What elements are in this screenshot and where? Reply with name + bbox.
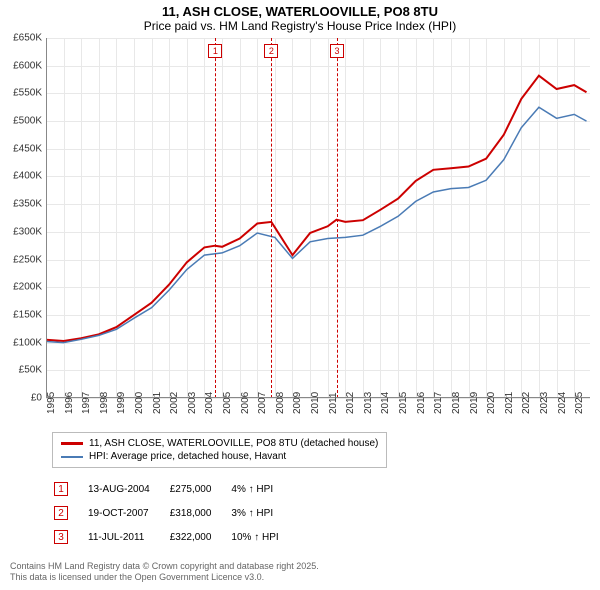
footer-license: This data is licensed under the Open Gov…: [10, 572, 319, 584]
event-marker: 3: [330, 44, 344, 58]
event-row-marker: 3: [54, 530, 68, 544]
x-tick-label: 2003: [187, 392, 198, 414]
x-tick-label: 2016: [416, 392, 427, 414]
x-tick-label: 2025: [574, 392, 585, 414]
event-line: [215, 38, 216, 398]
event-price: £322,000: [170, 526, 230, 548]
legend-label: HPI: Average price, detached house, Hava…: [89, 451, 286, 462]
y-tick-label: £200K: [13, 282, 42, 293]
chart-container: 11, ASH CLOSE, WATERLOOVILLE, PO8 8TU Pr…: [0, 0, 600, 590]
y-tick-label: £550K: [13, 88, 42, 99]
x-tick-label: 2023: [539, 392, 550, 414]
x-tick-label: 2002: [169, 392, 180, 414]
x-tick-label: 2017: [433, 392, 444, 414]
y-tick-label: £500K: [13, 116, 42, 127]
event-date: 11-JUL-2011: [88, 526, 168, 548]
x-tick-label: 1997: [81, 392, 92, 414]
x-tick-label: 2022: [521, 392, 532, 414]
x-tick-label: 1998: [99, 392, 110, 414]
x-tick-label: 2024: [557, 392, 568, 414]
x-tick-label: 2001: [152, 392, 163, 414]
y-tick-label: £250K: [13, 254, 42, 265]
legend: 11, ASH CLOSE, WATERLOOVILLE, PO8 8TU (d…: [52, 432, 387, 468]
y-tick-label: £50K: [19, 365, 42, 376]
y-axis-line: [46, 38, 47, 398]
event-price: £318,000: [170, 502, 230, 524]
event-row-marker: 1: [54, 482, 68, 496]
event-line: [271, 38, 272, 398]
footer-copyright: Contains HM Land Registry data © Crown c…: [10, 561, 319, 573]
x-tick-label: 2018: [451, 392, 462, 414]
chart-plot-area: 1 2 3: [46, 38, 590, 398]
x-tick-label: 1999: [116, 392, 127, 414]
x-tick-label: 2020: [486, 392, 497, 414]
x-tick-label: 2008: [275, 392, 286, 414]
x-tick-label: 2021: [504, 392, 515, 414]
event-change: 4% ↑ HPI: [231, 478, 296, 500]
title-block: 11, ASH CLOSE, WATERLOOVILLE, PO8 8TU Pr…: [0, 0, 600, 37]
series-line: [46, 76, 587, 341]
y-axis: £0£50K£100K£150K£200K£250K£300K£350K£400…: [0, 38, 46, 398]
chart-title: 11, ASH CLOSE, WATERLOOVILLE, PO8 8TU: [0, 4, 600, 19]
legend-swatch: [61, 442, 83, 445]
y-tick-label: £450K: [13, 143, 42, 154]
x-tick-label: 2009: [292, 392, 303, 414]
y-tick-label: £0: [31, 393, 42, 404]
y-tick-label: £400K: [13, 171, 42, 182]
event-marker: 1: [208, 44, 222, 58]
event-date: 19-OCT-2007: [88, 502, 168, 524]
events-table: 1 13-AUG-2004£275,0004% ↑ HPI 2 19-OCT-2007…: [52, 476, 299, 550]
series-line: [46, 107, 587, 342]
x-axis: 1995199619971998199920002001200220032004…: [46, 398, 590, 434]
y-tick-label: £150K: [13, 309, 42, 320]
y-tick-label: £100K: [13, 337, 42, 348]
x-tick-label: 2014: [380, 392, 391, 414]
legend-item: HPI: Average price, detached house, Hava…: [61, 450, 378, 463]
event-price: £275,000: [170, 478, 230, 500]
event-change: 3% ↑ HPI: [231, 502, 296, 524]
x-tick-label: 2012: [345, 392, 356, 414]
event-row: 2 19-OCT-2007£318,0003% ↑ HPI: [54, 502, 297, 524]
event-line: [337, 38, 338, 398]
legend-item: 11, ASH CLOSE, WATERLOOVILLE, PO8 8TU (d…: [61, 437, 378, 450]
y-tick-label: £300K: [13, 226, 42, 237]
x-tick-label: 2010: [310, 392, 321, 414]
y-tick-label: £600K: [13, 60, 42, 71]
event-marker: 2: [264, 44, 278, 58]
chart-svg: [46, 38, 590, 398]
x-tick-label: 2013: [363, 392, 374, 414]
legend-label: 11, ASH CLOSE, WATERLOOVILLE, PO8 8TU (d…: [89, 438, 378, 449]
event-date: 13-AUG-2004: [88, 478, 168, 500]
x-tick-label: 2000: [134, 392, 145, 414]
x-tick-label: 2005: [222, 392, 233, 414]
event-change: 10% ↑ HPI: [231, 526, 296, 548]
y-tick-label: £650K: [13, 33, 42, 44]
x-tick-label: 2006: [240, 392, 251, 414]
x-tick-label: 2007: [257, 392, 268, 414]
x-tick-label: 1995: [46, 392, 57, 414]
x-tick-label: 2019: [469, 392, 480, 414]
y-tick-label: £350K: [13, 199, 42, 210]
x-tick-label: 2015: [398, 392, 409, 414]
event-row-marker: 2: [54, 506, 68, 520]
x-tick-label: 2011: [328, 392, 339, 414]
footer: Contains HM Land Registry data © Crown c…: [10, 561, 319, 584]
event-row: 1 13-AUG-2004£275,0004% ↑ HPI: [54, 478, 297, 500]
legend-swatch: [61, 456, 83, 458]
event-row: 3 11-JUL-2011£322,00010% ↑ HPI: [54, 526, 297, 548]
chart-subtitle: Price paid vs. HM Land Registry's House …: [0, 19, 600, 33]
x-tick-label: 1996: [64, 392, 75, 414]
x-tick-label: 2004: [204, 392, 215, 414]
